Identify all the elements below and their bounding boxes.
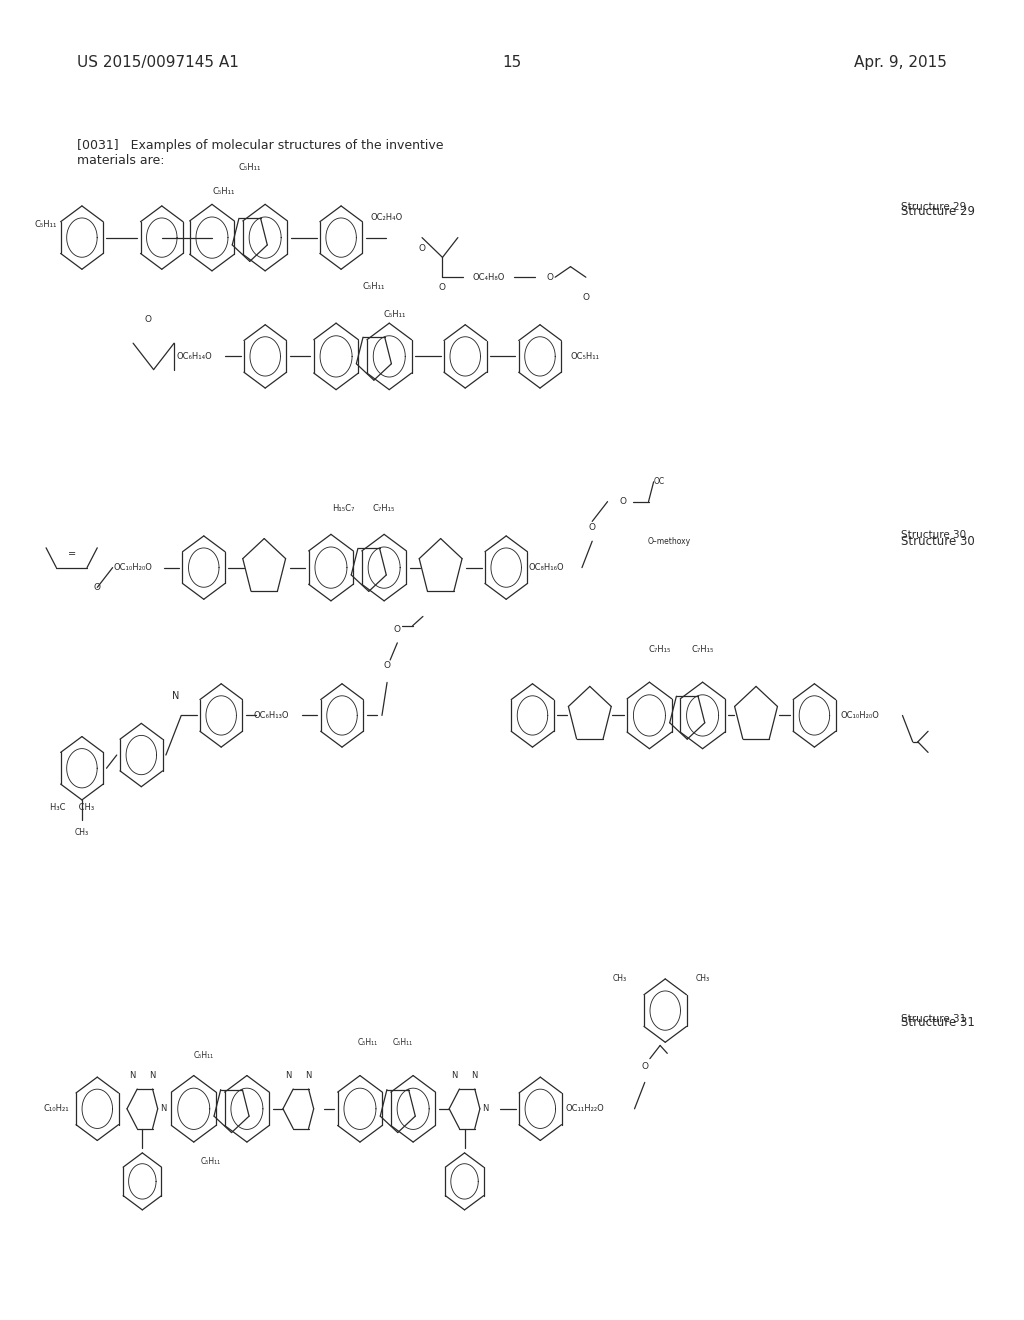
Text: C₁₀H₂₁: C₁₀H₂₁ [43, 1105, 70, 1113]
Text: N: N [160, 1105, 166, 1113]
Text: N: N [150, 1072, 156, 1080]
Text: O: O [547, 273, 554, 281]
Text: O: O [419, 244, 426, 252]
Text: US 2015/0097145 A1: US 2015/0097145 A1 [77, 55, 239, 70]
Text: O: O [384, 661, 390, 669]
Text: CH₃: CH₃ [696, 974, 711, 983]
Text: Structure 30: Structure 30 [901, 535, 975, 548]
Text: Structure 29: Structure 29 [901, 202, 967, 213]
Text: OC₄H₈O: OC₄H₈O [472, 273, 505, 281]
Text: H₁₅C₇: H₁₅C₇ [332, 504, 354, 512]
Text: Structure 31: Structure 31 [901, 1014, 967, 1024]
Text: O: O [394, 626, 400, 634]
Text: OC₁₀H₂₀O: OC₁₀H₂₀O [114, 564, 153, 572]
Text: N: N [482, 1105, 488, 1113]
Text: O: O [439, 284, 446, 292]
Text: C₅H₁₁: C₅H₁₁ [35, 220, 57, 228]
Text: O: O [94, 583, 100, 591]
Text: CH₃: CH₃ [75, 829, 89, 837]
Text: C₅H₁₁: C₅H₁₁ [194, 1052, 214, 1060]
Text: 15: 15 [503, 55, 521, 70]
Text: C₅H₁₁: C₅H₁₁ [362, 282, 385, 290]
Text: C₇H₁₅: C₇H₁₅ [691, 645, 714, 653]
Text: N: N [172, 690, 180, 701]
Text: C₇H₁₅: C₇H₁₅ [373, 504, 395, 512]
Text: OC₁₁H₂₂O: OC₁₁H₂₂O [566, 1105, 605, 1113]
Text: O: O [620, 498, 627, 506]
Text: O–methoxy: O–methoxy [647, 537, 690, 545]
Text: =: = [68, 549, 76, 560]
Text: Apr. 9, 2015: Apr. 9, 2015 [854, 55, 947, 70]
Text: O: O [145, 315, 152, 323]
Text: O: O [589, 524, 596, 532]
Text: N: N [129, 1072, 135, 1080]
Text: OC₆H₁₄O: OC₆H₁₄O [177, 352, 212, 360]
Text: N: N [285, 1072, 291, 1080]
Text: OC₁₀H₂₀O: OC₁₀H₂₀O [840, 711, 879, 719]
Text: [0031]   Examples of molecular structures of the inventive
materials are:: [0031] Examples of molecular structures … [77, 139, 443, 166]
Text: O: O [641, 1063, 648, 1071]
Text: Structure 29: Structure 29 [901, 205, 975, 218]
Text: OC₆H₁₃O: OC₆H₁₃O [254, 711, 289, 719]
Text: C₅H₁₁: C₅H₁₁ [393, 1039, 413, 1047]
Text: C₇H₁₅: C₇H₁₅ [648, 645, 671, 653]
Text: OC₈H₁₆O: OC₈H₁₆O [528, 564, 564, 572]
Text: C₅H₁₁: C₅H₁₁ [383, 310, 406, 318]
Text: O: O [583, 293, 590, 301]
Text: OC₂H₄O: OC₂H₄O [370, 214, 402, 222]
Text: N: N [452, 1072, 458, 1080]
Text: CH₃: CH₃ [613, 974, 628, 983]
Text: Structure 30: Structure 30 [901, 529, 967, 540]
Text: N: N [305, 1072, 311, 1080]
Text: C₅H₁₁: C₅H₁₁ [213, 187, 236, 195]
Text: C₅H₁₁: C₅H₁₁ [357, 1039, 378, 1047]
Text: OC₅H₁₁: OC₅H₁₁ [570, 352, 599, 360]
Text: N: N [472, 1072, 478, 1080]
Text: C₅H₁₁: C₅H₁₁ [201, 1158, 221, 1166]
Text: OC: OC [653, 478, 665, 486]
Text: C₅H₁₁: C₅H₁₁ [239, 164, 261, 172]
Text: H₃C     CH₃: H₃C CH₃ [49, 804, 94, 812]
Text: Structure 31: Structure 31 [901, 1016, 975, 1030]
